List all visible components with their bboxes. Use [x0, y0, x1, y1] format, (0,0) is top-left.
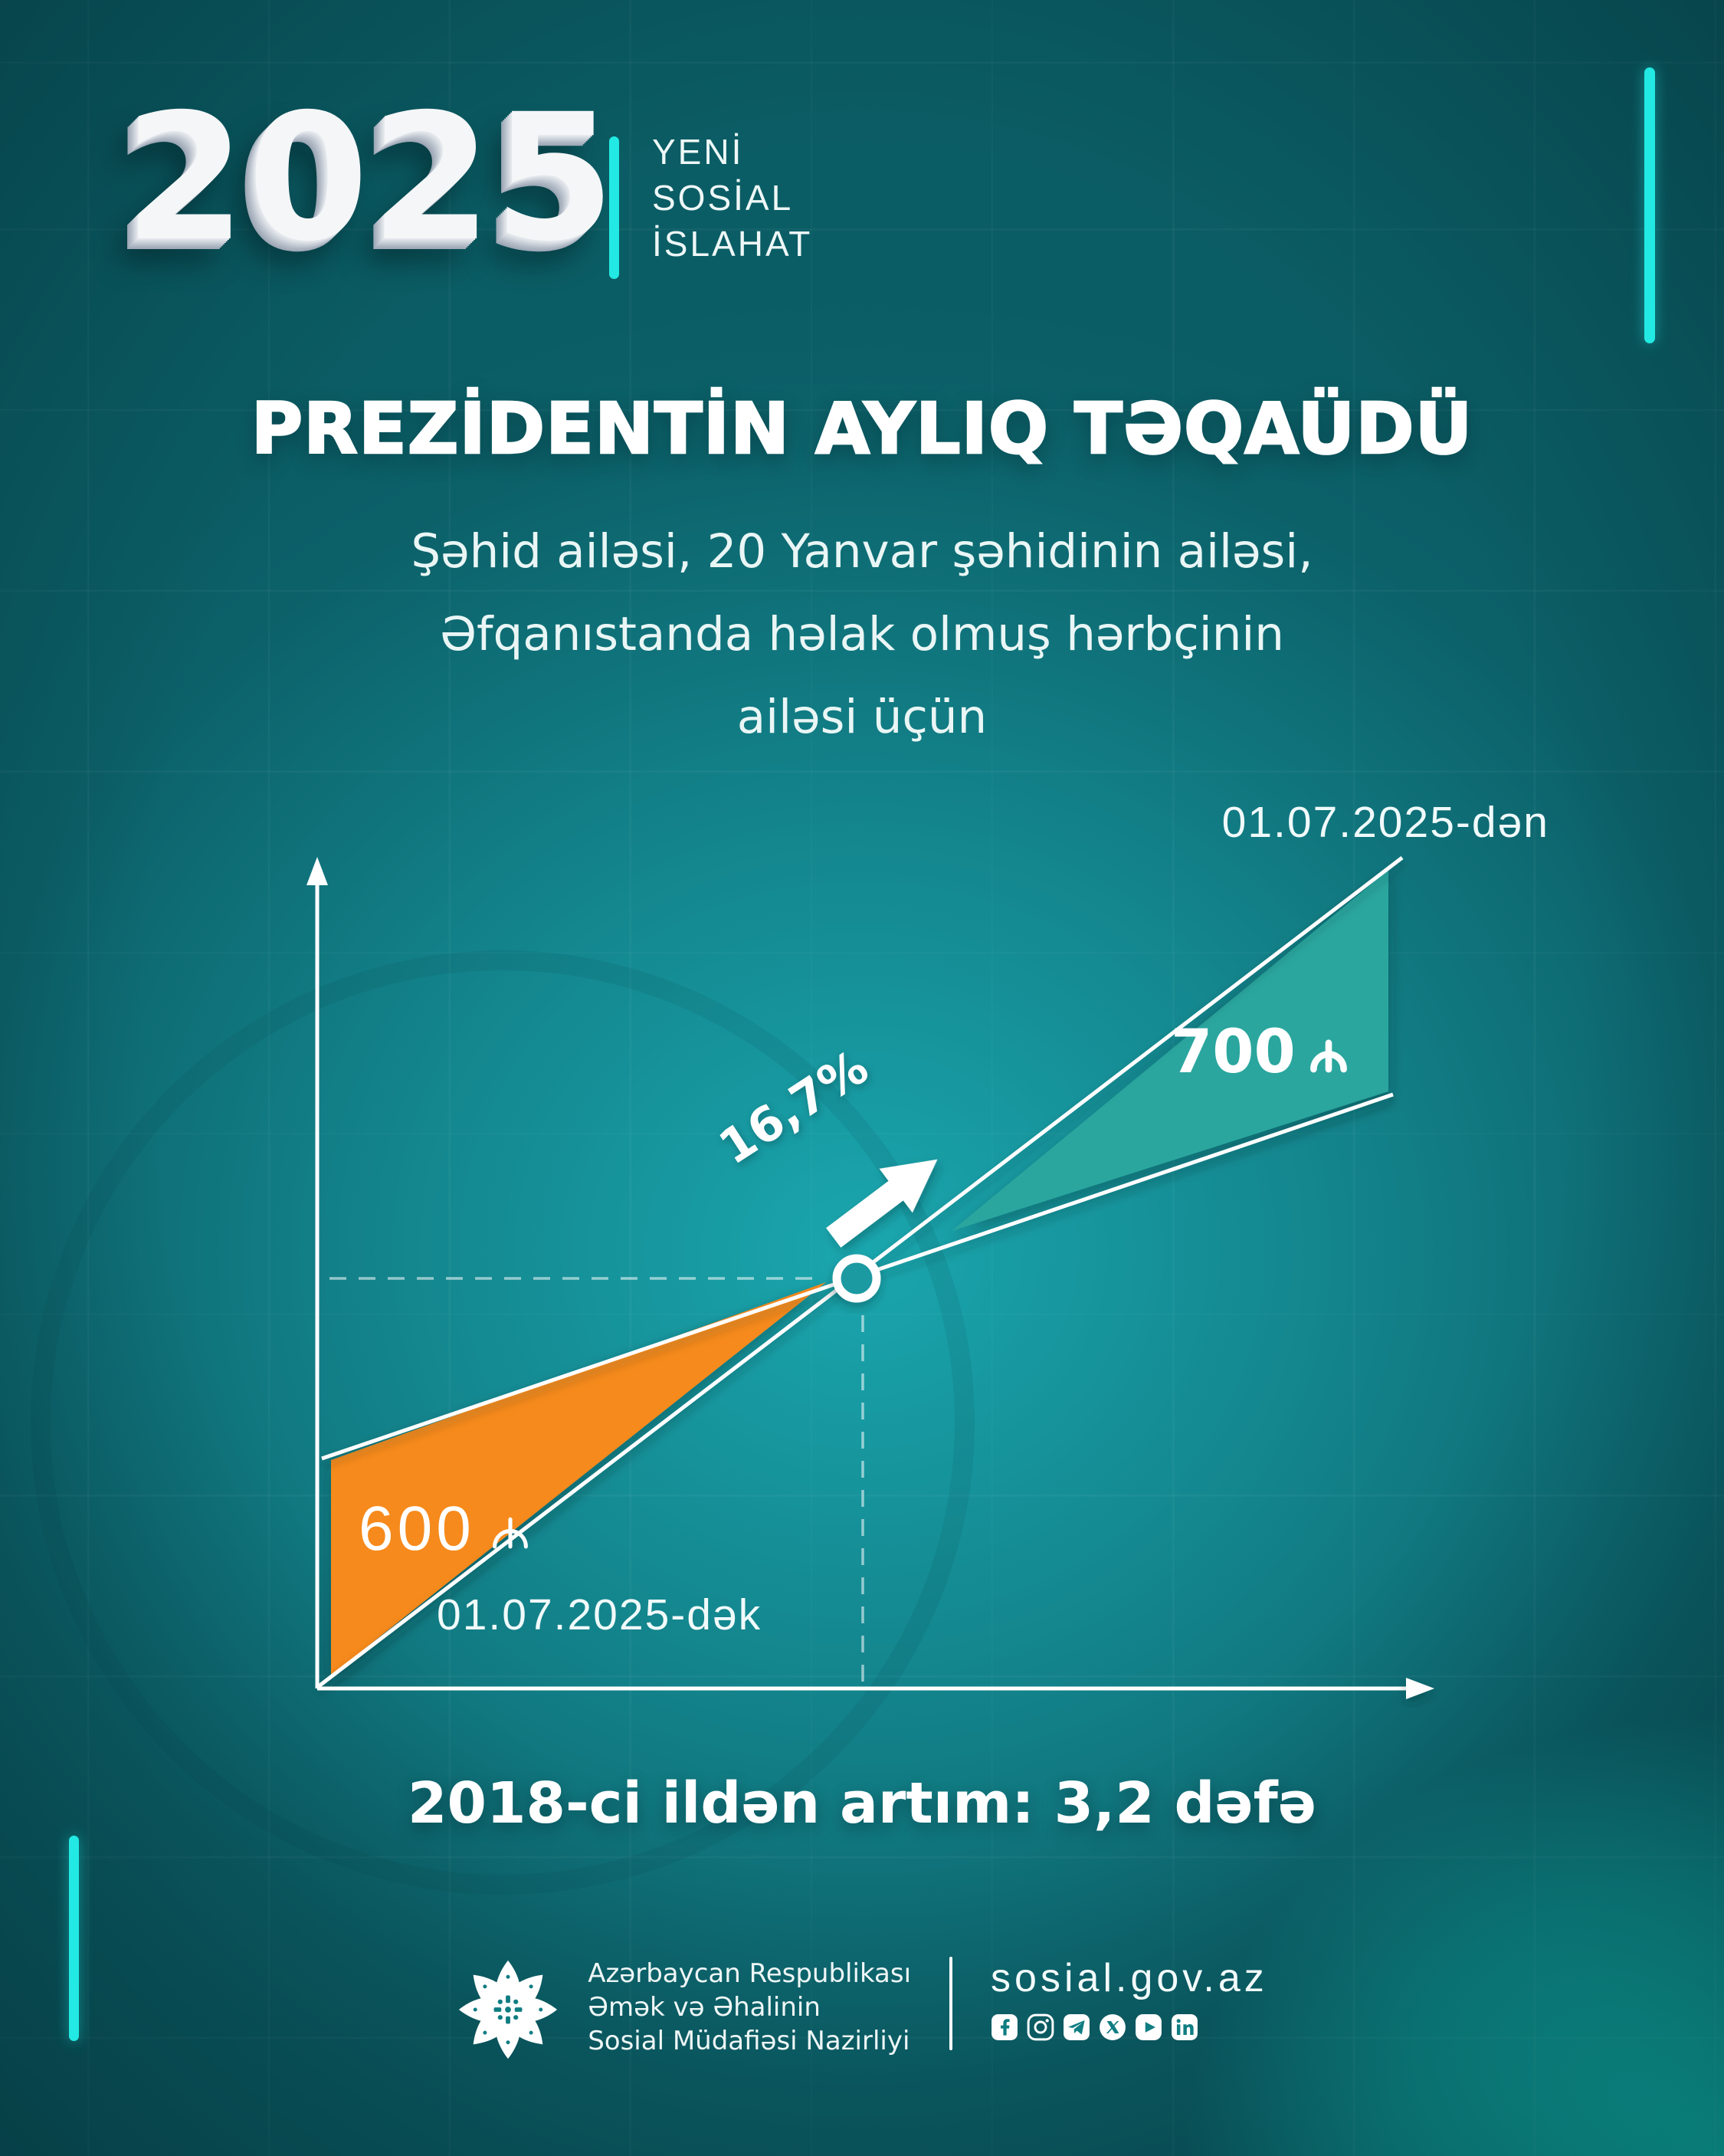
- tagline-line-1: YENİ: [652, 132, 744, 172]
- value-after-text: 700: [1171, 1018, 1296, 1087]
- footer-contact: sosial.gov.az: [991, 1955, 1268, 2041]
- ministry-emblem-logo: [459, 1960, 558, 2059]
- growth-note: 2018-ci ildən artım: 3,2 dəfə: [407, 1770, 1317, 1836]
- accent-bar-top-right: [1644, 67, 1655, 343]
- x-twitter-icon[interactable]: [1099, 2013, 1126, 2041]
- linkedin-icon[interactable]: [1171, 2013, 1198, 2041]
- page-title: PREZİDENTİN AYLIQ TƏQAÜDÜ: [250, 387, 1473, 471]
- value-label-700: 700: [1171, 1018, 1349, 1087]
- subtitle-line-2: Əfqanıstanda həlak olmuş hərbçinin: [440, 607, 1284, 661]
- y-axis-arrowhead: [306, 857, 328, 885]
- area-600-orange: [331, 1282, 826, 1675]
- ministry-name-line-1: Azərbaycan Respublikası: [588, 1958, 912, 1989]
- tagline-divider: [609, 136, 619, 279]
- year-3d: 2025: [124, 76, 617, 280]
- subtitle: Şəhid ailəsi, 20 Yanvar şəhidinin ailəsi…: [0, 510, 1724, 759]
- ministry-name-line-3: Sosial Müdafiəsi Nazirliyi: [588, 2026, 910, 2056]
- tagline-line-2: SOSİAL: [652, 178, 794, 218]
- ministry-name-line-2: Əmək və Əhalinin: [588, 1992, 821, 2023]
- intersection-marker: [832, 1254, 881, 1303]
- accent-bar-bottom-left: [69, 1836, 79, 2041]
- area-700-teal: [952, 870, 1388, 1231]
- subtitle-line-3: ailəsi üçün: [736, 690, 988, 744]
- subtitle-line-1: Şəhid ailəsi, 20 Yanvar şəhidinin ailəsi…: [411, 524, 1313, 579]
- tagline: YENİ SOSİAL İSLAHAT: [652, 129, 812, 267]
- telegram-icon[interactable]: [1063, 2013, 1090, 2041]
- date-label-before: 01.07.2025-dək: [437, 1590, 762, 1639]
- manat-icon: [489, 1508, 532, 1551]
- footer-divider: [949, 1957, 953, 2050]
- instagram-icon[interactable]: [1027, 2013, 1054, 2041]
- facebook-icon[interactable]: [991, 2013, 1018, 2041]
- manat-icon: [1308, 1032, 1349, 1073]
- youtube-icon[interactable]: [1135, 2013, 1162, 2041]
- ministry-name: Azərbaycan Respublikası Əmək və Əhalinin…: [588, 1957, 911, 2058]
- value-before-text: 600: [359, 1494, 475, 1564]
- footer: Azərbaycan Respublikası Əmək və Əhalinin…: [0, 1951, 1724, 2067]
- social-icons-row: [991, 2013, 1268, 2041]
- x-axis-arrowhead: [1406, 1678, 1434, 1699]
- date-label-after: 01.07.2025-dən: [1221, 798, 1549, 847]
- tagline-line-3: İSLAHAT: [652, 224, 813, 264]
- value-label-600: 600: [359, 1493, 532, 1565]
- growth-arrow-icon: [826, 1159, 938, 1248]
- website-link[interactable]: sosial.gov.az: [991, 1956, 1268, 2000]
